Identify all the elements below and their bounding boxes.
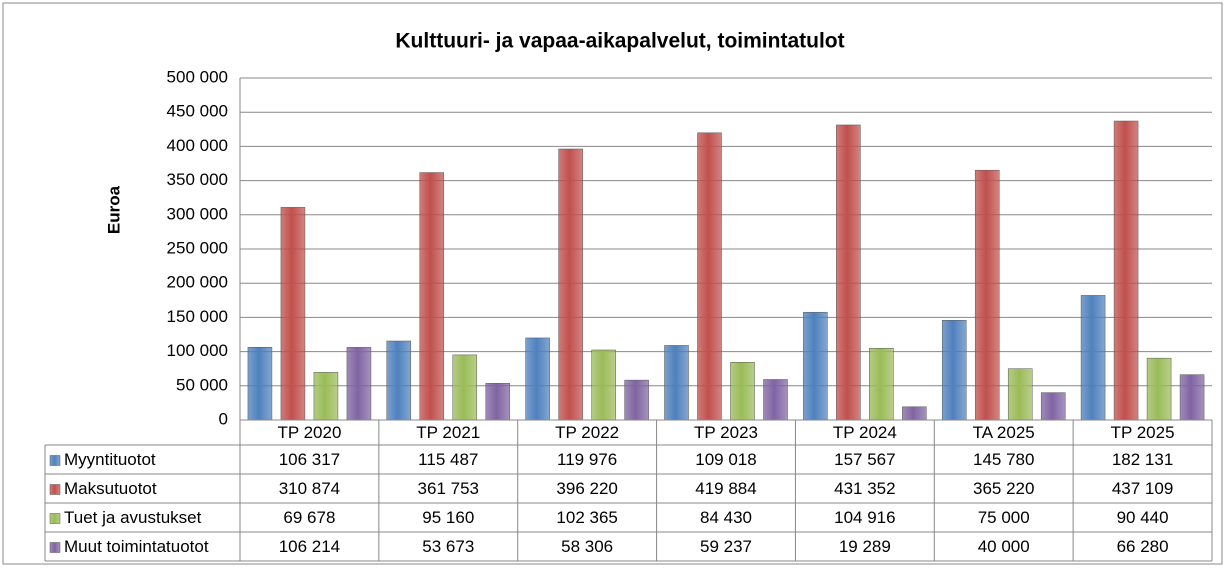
bar bbox=[346, 347, 372, 421]
bar bbox=[525, 337, 550, 421]
y-tick-label: 100 000 bbox=[167, 341, 228, 360]
bar bbox=[419, 172, 445, 421]
data-label: 361 753 bbox=[418, 479, 479, 498]
y-axis-label: Euroa bbox=[104, 185, 123, 234]
bar bbox=[313, 372, 339, 421]
y-tick-label: 150 000 bbox=[167, 307, 228, 326]
bar bbox=[386, 340, 412, 421]
data-label: 396 220 bbox=[556, 479, 617, 498]
bar bbox=[697, 132, 722, 421]
bar bbox=[1040, 392, 1066, 421]
x-tick-label: TP 2020 bbox=[277, 423, 341, 442]
data-label: 106 317 bbox=[279, 450, 340, 469]
bar bbox=[591, 349, 616, 421]
bar bbox=[730, 361, 755, 421]
y-tick-label: 0 bbox=[219, 409, 228, 428]
data-label: 84 430 bbox=[700, 508, 752, 527]
legend-label: Maksutuotot bbox=[64, 479, 157, 498]
bar bbox=[624, 379, 649, 421]
data-label: 75 000 bbox=[978, 508, 1030, 527]
data-label: 66 280 bbox=[1117, 537, 1169, 556]
data-label: 437 109 bbox=[1112, 479, 1173, 498]
data-label: 431 352 bbox=[834, 479, 895, 498]
bar bbox=[869, 347, 894, 421]
bar bbox=[941, 320, 967, 421]
bar bbox=[1146, 357, 1172, 421]
data-label: 115 487 bbox=[418, 450, 478, 469]
bar bbox=[902, 406, 927, 421]
x-tick-label: TP 2021 bbox=[416, 423, 480, 442]
bar bbox=[803, 311, 828, 421]
y-tick-label: 200 000 bbox=[167, 273, 228, 292]
data-label: 119 976 bbox=[557, 450, 617, 469]
x-tick-label: TP 2023 bbox=[694, 423, 758, 442]
data-label: 40 000 bbox=[978, 537, 1030, 556]
data-label: 59 237 bbox=[700, 537, 752, 556]
bar bbox=[1080, 295, 1106, 421]
x-tick-label: TA 2025 bbox=[973, 423, 1035, 442]
data-label: 310 874 bbox=[279, 479, 340, 498]
y-tick-label: 300 000 bbox=[167, 204, 228, 223]
data-label: 104 916 bbox=[834, 508, 895, 527]
data-label: 145 780 bbox=[973, 450, 1034, 469]
x-tick-label: TP 2022 bbox=[555, 423, 619, 442]
legend-label: Myyntituotot bbox=[64, 450, 156, 469]
data-label: 69 678 bbox=[283, 508, 335, 527]
y-tick-label: 450 000 bbox=[167, 102, 228, 121]
bar bbox=[1179, 374, 1205, 421]
bar bbox=[836, 124, 861, 421]
bar bbox=[558, 148, 583, 421]
legend-swatch bbox=[49, 455, 61, 466]
data-label: 182 131 bbox=[1112, 450, 1173, 469]
data-label: 90 440 bbox=[1117, 508, 1169, 527]
bar bbox=[1113, 120, 1139, 421]
bar bbox=[664, 345, 689, 421]
bar bbox=[485, 383, 511, 421]
x-tick-label: TP 2024 bbox=[833, 423, 897, 442]
bar bbox=[452, 354, 478, 421]
data-label: 58 306 bbox=[561, 537, 613, 556]
data-label: 102 365 bbox=[556, 508, 617, 527]
data-label: 109 018 bbox=[695, 450, 756, 469]
bar bbox=[974, 169, 1000, 421]
y-tick-label: 400 000 bbox=[167, 136, 228, 155]
y-tick-label: 350 000 bbox=[167, 170, 228, 189]
y-tick-label: 500 000 bbox=[167, 67, 228, 86]
bar bbox=[280, 207, 306, 421]
bar bbox=[247, 347, 273, 421]
data-label: 157 567 bbox=[834, 450, 895, 469]
legend-label: Tuet ja avustukset bbox=[64, 508, 202, 527]
data-label: 53 673 bbox=[422, 537, 474, 556]
data-label: 19 289 bbox=[839, 537, 891, 556]
y-tick-label: 250 000 bbox=[167, 238, 228, 257]
legend-swatch bbox=[49, 513, 61, 524]
bar bbox=[763, 379, 788, 421]
legend-label: Muut toimintatuotot bbox=[64, 537, 209, 556]
data-label: 419 884 bbox=[695, 479, 756, 498]
legend-swatch bbox=[49, 484, 61, 495]
data-label: 95 160 bbox=[422, 508, 474, 527]
data-label: 106 214 bbox=[279, 537, 340, 556]
bar bbox=[1007, 368, 1033, 421]
legend-swatch bbox=[49, 542, 61, 553]
data-label: 365 220 bbox=[973, 479, 1034, 498]
chart-title: Kulttuuri- ja vapaa-aikapalvelut, toimin… bbox=[395, 30, 844, 53]
x-tick-label: TP 2025 bbox=[1111, 423, 1175, 442]
y-tick-label: 50 000 bbox=[176, 375, 228, 394]
